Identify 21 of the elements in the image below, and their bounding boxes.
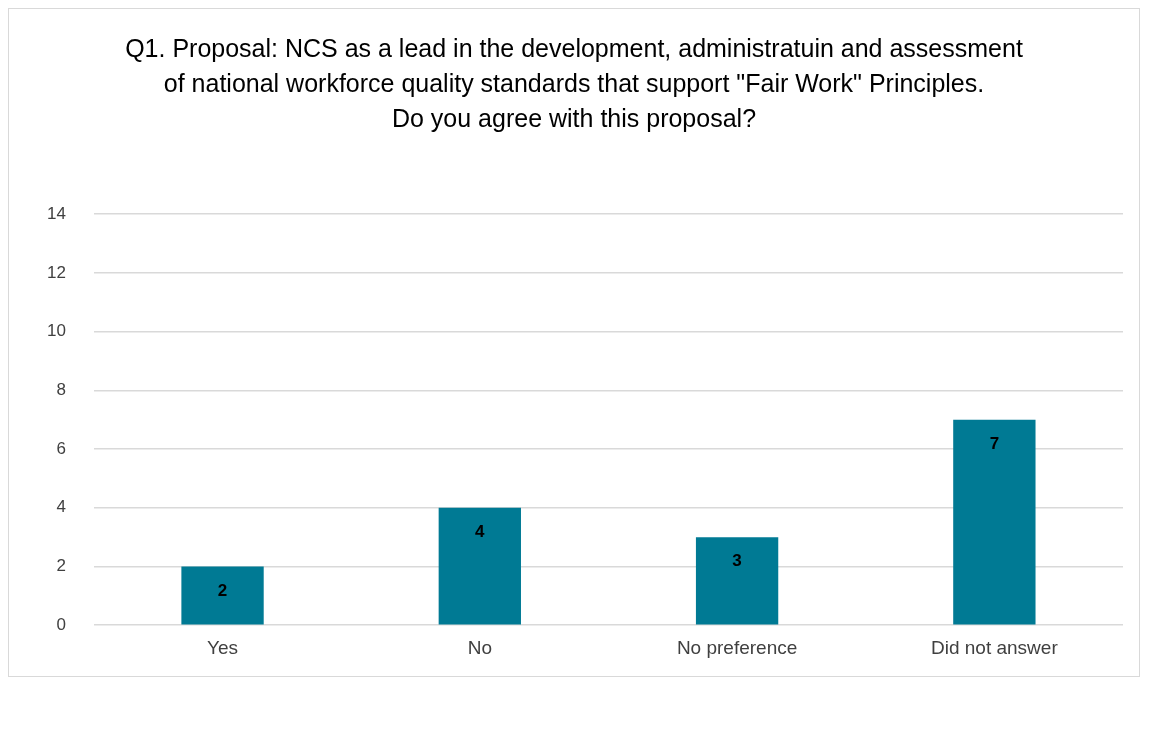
y-tick-label: 14 <box>46 203 66 223</box>
y-tick-label: 8 <box>56 380 66 400</box>
y-tick-label: 12 <box>46 262 66 282</box>
x-tick-label: Did not answer <box>931 636 1059 658</box>
x-tick-label: Yes <box>207 636 239 658</box>
bar <box>695 537 779 625</box>
data-label: 7 <box>989 433 1000 453</box>
y-tick-label: 6 <box>56 438 66 458</box>
data-label: 3 <box>732 551 742 571</box>
bar <box>438 507 521 625</box>
y-tick-label: 2 <box>56 556 66 576</box>
y-tick-label: 4 <box>56 497 66 517</box>
bar <box>953 419 1036 625</box>
data-label: 2 <box>217 580 228 600</box>
bar <box>181 566 264 625</box>
x-tick-label: No preference <box>676 636 798 658</box>
x-tick-label: No <box>467 636 492 658</box>
y-tick-label: 0 <box>56 614 66 634</box>
data-label: 4 <box>475 521 486 541</box>
chart-title: Q1. Proposal: NCS as a lead in the development, administratuin and assessment of national workforce quality standards that support "Fair Work" Principles. Do you agree with this proposal? <box>124 33 1024 134</box>
y-tick-label: 10 <box>46 321 66 341</box>
